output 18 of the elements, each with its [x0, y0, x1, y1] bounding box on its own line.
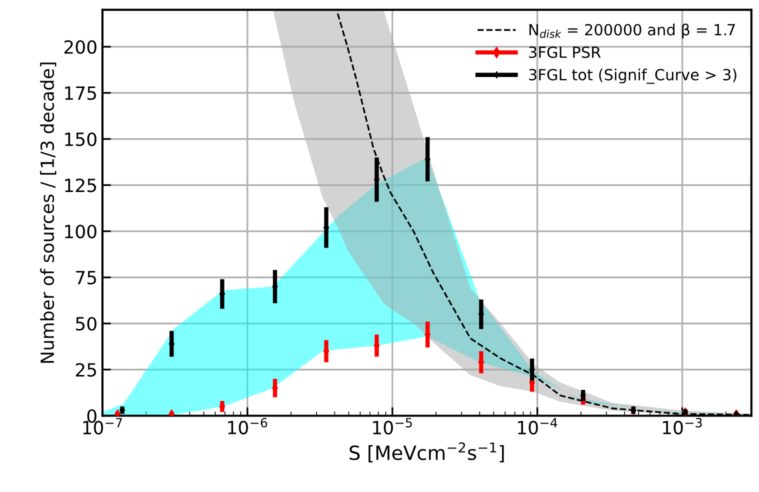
y-tick-label: 125 — [65, 178, 96, 192]
x-tick-label: 10$^{−6}$ — [228, 418, 268, 434]
y-tick-label: 50 — [76, 316, 96, 331]
y-tick-label: 25 — [76, 363, 96, 377]
y-tick-label: 150 — [65, 132, 96, 146]
y-tick-label: 75 — [76, 271, 96, 284]
x-tick-label: 10$^{−5}$ — [373, 418, 412, 434]
x-tick-label: 10$^{−4}$ — [518, 418, 558, 434]
y-tick-label: 200 — [64, 40, 96, 54]
x-tick-label: 10$^{−3}$ — [663, 418, 702, 434]
y-tick-label: 175 — [65, 86, 96, 100]
x-axis-title: S [MeVcm$^{−2}$s$^{−1}$] — [350, 442, 504, 462]
legend-label: N$_{disk}$ = 200000 and β = 1.7 — [529, 24, 735, 38]
legend-label: 3FGL tot (Signif_Curve > 3) — [529, 68, 736, 84]
legend-label: 3FGL PSR — [529, 46, 601, 58]
y-tick-label: 0 — [87, 409, 96, 423]
y-tick-label: 100 — [65, 224, 96, 238]
y-axis-title: Number of sources / [1/3 decade] — [40, 62, 56, 363]
